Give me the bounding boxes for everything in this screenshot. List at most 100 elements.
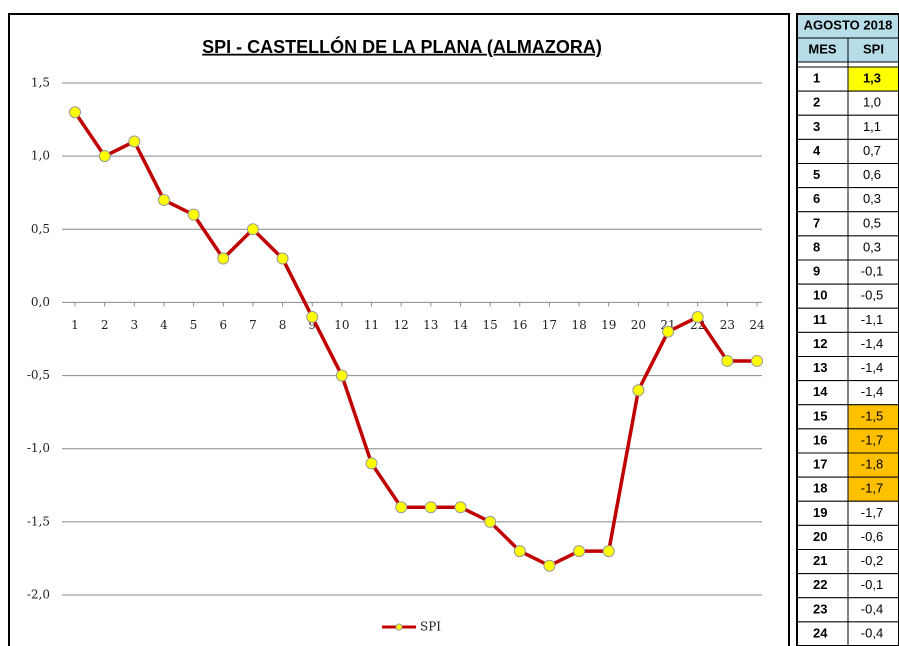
legend-label: SPI	[420, 620, 441, 634]
table-cell	[847, 90, 899, 116]
chart-frame	[8, 13, 790, 646]
cell-value: -0,4	[861, 601, 883, 616]
cell-value: 1,0	[863, 95, 881, 110]
cell-value: 1,3	[863, 71, 881, 86]
cell-value: 1,1	[863, 119, 881, 134]
row-label: 13	[813, 360, 827, 375]
row-label: 20	[813, 529, 827, 544]
x-tick-label: 24	[749, 318, 765, 332]
table-cell	[796, 235, 849, 261]
table-cell	[796, 211, 849, 237]
x-tick-label: 1	[71, 318, 79, 332]
marker	[128, 135, 141, 148]
marker	[632, 384, 645, 397]
table-cell	[796, 114, 849, 140]
row-label: 12	[813, 336, 827, 351]
table-cell	[796, 163, 849, 189]
cell-value: -0,4	[861, 625, 883, 640]
table-frame	[796, 13, 899, 646]
cell-value: -1,4	[861, 384, 883, 399]
marker	[662, 325, 675, 338]
marker	[306, 311, 319, 324]
row-label: 23	[813, 601, 827, 616]
table-cell	[796, 138, 849, 164]
x-tick-label: 15	[482, 318, 497, 332]
table-cell	[796, 356, 849, 382]
x-tick-label: 3	[130, 318, 138, 332]
marker	[721, 354, 734, 367]
marker	[751, 354, 763, 367]
column-header: SPI	[863, 41, 884, 56]
marker	[246, 223, 259, 236]
marker	[454, 501, 467, 514]
marker	[217, 252, 230, 265]
marker	[187, 208, 200, 221]
table-title: AGOSTO 2018	[804, 17, 893, 32]
cell-value: -1,7	[861, 481, 883, 496]
x-tick-label: 16	[512, 318, 527, 332]
x-tick-label: 7	[249, 318, 257, 332]
cell-value: -0,1	[861, 264, 883, 279]
cell-value: -0,2	[861, 553, 883, 568]
y-tick-label: -1,0	[27, 441, 50, 455]
table-cell	[796, 66, 849, 92]
row-label: 18	[813, 481, 827, 496]
cell-value: 0,5	[863, 215, 881, 230]
x-tick-label: 10	[334, 318, 349, 332]
y-tick-label: 0,0	[31, 295, 50, 309]
cell-value: 0,7	[863, 143, 881, 158]
table-cell	[796, 331, 849, 357]
table-cell	[796, 621, 849, 646]
cell-value: 0,3	[863, 239, 881, 254]
chart-title: SPI - CASTELLÓN DE LA PLANA (ALMAZORA)	[202, 36, 602, 57]
table-cell	[847, 621, 899, 646]
row-label: 21	[813, 553, 827, 568]
marker	[691, 311, 704, 324]
marker	[69, 106, 81, 119]
cell-value: -1,7	[861, 432, 883, 447]
table-cell	[847, 211, 899, 237]
cell-value: -0,5	[861, 288, 883, 303]
row-label: 5	[813, 167, 820, 182]
table-cell	[847, 597, 899, 623]
marker	[602, 545, 615, 558]
row-label: 4	[813, 143, 821, 158]
x-tick-label: 12	[394, 318, 409, 332]
table-cell	[847, 138, 899, 164]
y-tick-label: 1,5	[31, 76, 50, 90]
cell-value: 0,6	[863, 167, 881, 182]
row-label: 14	[813, 384, 828, 399]
marker	[157, 194, 170, 207]
table-cell	[847, 573, 899, 599]
row-label: 16	[813, 432, 827, 447]
table-cell	[847, 331, 899, 357]
marker	[424, 501, 437, 514]
marker	[513, 545, 526, 558]
cell-value: -1,7	[861, 505, 883, 520]
y-tick-label: 1,0	[31, 149, 50, 163]
row-label: 22	[813, 577, 827, 592]
table-cell	[847, 259, 899, 285]
x-tick-label: 18	[571, 318, 586, 332]
y-tick-label: 0,5	[31, 222, 50, 236]
marker	[365, 457, 378, 470]
marker	[335, 369, 348, 382]
row-label: 9	[813, 264, 820, 279]
y-tick-label: -2,0	[27, 588, 50, 602]
row-label: 2	[813, 95, 820, 110]
x-tick-label: 6	[219, 318, 227, 332]
marker	[98, 150, 111, 163]
table-cell	[796, 549, 849, 575]
row-label: 17	[813, 457, 827, 472]
marker	[395, 501, 408, 514]
table-cell	[847, 114, 899, 140]
row-label: 10	[813, 288, 827, 303]
x-tick-label: 4	[160, 318, 168, 332]
cell-value: 0,3	[863, 191, 881, 206]
table-cell	[847, 235, 899, 261]
x-tick-label: 5	[190, 318, 198, 332]
table-cell	[796, 597, 849, 623]
cell-value: -0,6	[861, 529, 883, 544]
column-header: MES	[808, 41, 837, 56]
